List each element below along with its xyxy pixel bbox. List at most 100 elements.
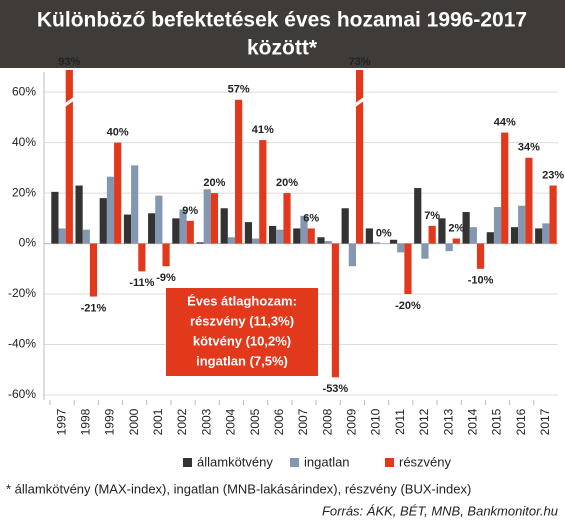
value-label: -9% (156, 272, 176, 284)
value-label: 44% (494, 116, 516, 128)
bar (276, 229, 284, 244)
y-tick-label: 40% (12, 135, 36, 149)
annotation-box (166, 288, 318, 376)
value-label: 9% (182, 205, 198, 217)
bar (235, 99, 243, 244)
legend-swatch (290, 458, 299, 467)
bar (210, 193, 219, 244)
bar (317, 237, 325, 244)
bar (89, 243, 98, 297)
value-label: 20% (276, 177, 298, 189)
title-band (0, 0, 565, 68)
annotation: ingatlan (7,5%) (196, 353, 288, 368)
bar (501, 132, 509, 244)
bar (138, 243, 146, 272)
bar (65, 70, 73, 244)
bar (244, 222, 253, 244)
x-tick-label: 2010 (369, 408, 383, 435)
bar (486, 232, 494, 244)
x-tick-label: 2000 (127, 408, 141, 435)
bar (428, 225, 436, 244)
bar (99, 198, 107, 244)
bar (389, 239, 398, 244)
bar (186, 220, 194, 244)
x-tick-label: 1999 (103, 408, 117, 435)
y-tick-label: -40% (8, 337, 36, 351)
x-tick-label: 2016 (514, 408, 528, 435)
legend-swatch (183, 458, 192, 467)
bar (269, 225, 277, 244)
y-tick-label: -60% (8, 387, 36, 401)
bar (123, 214, 132, 244)
bar (227, 237, 236, 244)
value-label: -20% (395, 300, 421, 312)
x-tick-label: 2012 (417, 408, 431, 435)
bar (355, 70, 364, 244)
bar (82, 229, 90, 244)
value-label: -21% (81, 302, 107, 314)
bar (348, 243, 356, 267)
bar (397, 243, 405, 253)
x-tick-label: 2002 (175, 408, 189, 435)
y-tick-label: 20% (12, 185, 36, 199)
bar (404, 243, 412, 295)
value-label: -11% (129, 277, 154, 289)
legend-swatch (385, 458, 394, 467)
value-label: 93% (58, 56, 80, 68)
bar (341, 208, 349, 244)
bar (293, 228, 301, 244)
x-tick-label: 2004 (224, 408, 238, 435)
annotation: részvény (11,3%) (190, 313, 294, 328)
value-label: -53% (323, 383, 349, 395)
footnote: * államkötvény (MAX-index), ingatlan (MN… (6, 481, 471, 496)
bar (525, 157, 533, 244)
chart-title: között* (247, 37, 318, 60)
legend-label: részvény (399, 454, 452, 469)
x-tick-label: 2005 (248, 408, 262, 435)
x-tick-label: 2001 (151, 408, 165, 435)
x-tick-label: 2013 (441, 408, 455, 435)
chart-title: Különböző befektetések éves hozamai 1996… (37, 9, 527, 32)
bar (283, 193, 291, 244)
bar (58, 228, 66, 244)
bar (179, 209, 187, 244)
bar (203, 189, 211, 244)
x-tick-label: 2017 (538, 408, 552, 435)
bar (518, 205, 526, 244)
bar (220, 208, 228, 244)
value-label: 6% (303, 212, 319, 224)
bar (493, 206, 502, 244)
x-tick-label: 2006 (272, 408, 286, 435)
bar (372, 242, 381, 244)
bar (510, 227, 519, 244)
y-tick-label: 0% (19, 236, 37, 250)
bar (300, 215, 308, 244)
bar (414, 188, 422, 244)
x-tick-label: 1997 (54, 408, 68, 435)
bar (196, 242, 204, 244)
bar (365, 228, 373, 244)
value-label: 23% (542, 169, 564, 181)
bar (75, 185, 83, 244)
x-tick-label: 2007 (296, 408, 310, 435)
bar (324, 241, 332, 244)
value-label: 57% (228, 84, 250, 96)
source: Forrás: ÁKK, BÉT, MNB, Bankmonitor.hu (322, 503, 558, 518)
legend-label: államkötvény (197, 454, 273, 469)
bar (51, 191, 59, 244)
value-label: 20% (203, 177, 225, 189)
bar (438, 218, 446, 244)
bar (259, 140, 267, 244)
value-label: 41% (252, 124, 274, 136)
bar (421, 243, 429, 259)
value-label: 73% (349, 56, 371, 68)
value-label: 2% (448, 222, 464, 234)
bar (148, 213, 156, 244)
bar (445, 243, 453, 252)
x-tick-label: 2014 (466, 408, 480, 435)
bar (172, 218, 180, 244)
axis-break (63, 96, 75, 108)
bar (476, 243, 485, 269)
legend-label: ingatlan (304, 454, 350, 469)
